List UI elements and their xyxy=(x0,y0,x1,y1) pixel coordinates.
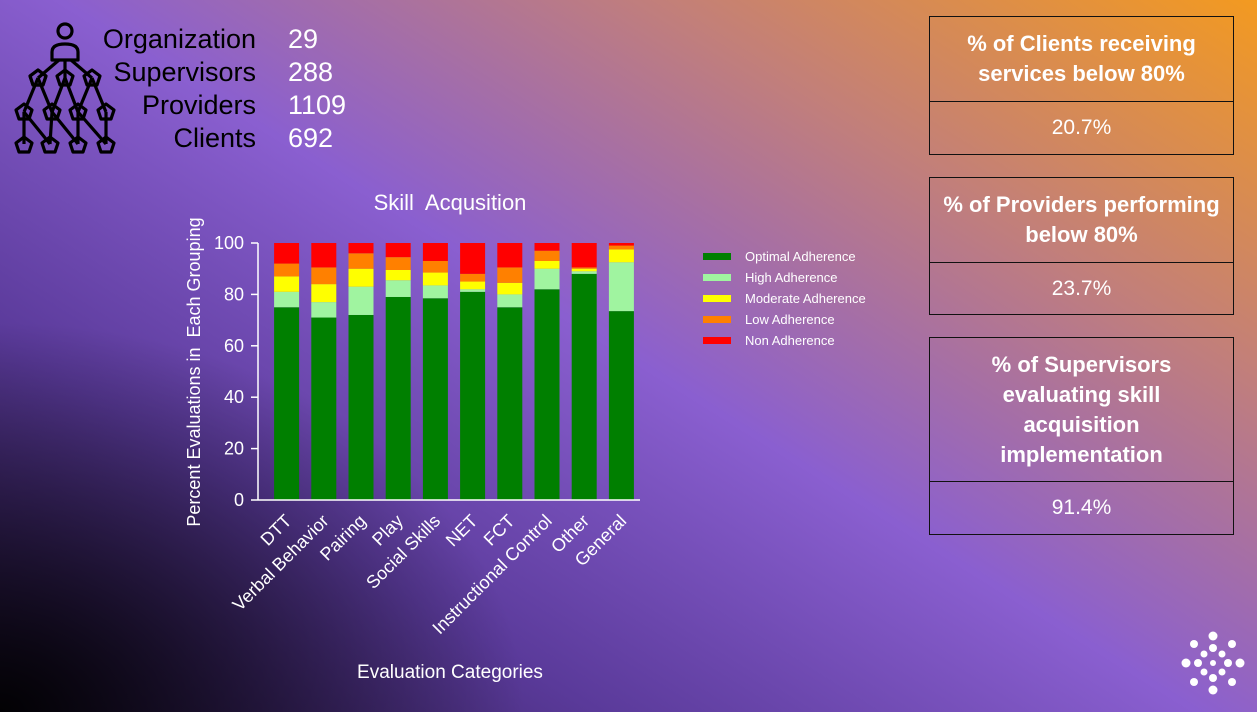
bar-segment xyxy=(274,276,300,292)
legend-label: Moderate Adherence xyxy=(745,291,866,306)
bar-segment xyxy=(497,307,523,500)
bar-segment xyxy=(385,296,411,500)
kpi-value: 91.4% xyxy=(1051,496,1112,519)
bar-segment xyxy=(348,253,374,269)
bar-segment xyxy=(497,243,523,268)
brand-logo-icon xyxy=(1178,628,1248,703)
x-axis-label: Evaluation Categories xyxy=(357,662,543,683)
stat-label-organization: Organization xyxy=(102,24,256,54)
bar-segment xyxy=(571,273,597,500)
bar-segment xyxy=(571,267,597,269)
legend-label: Optimal Adherence xyxy=(745,249,856,264)
bar-segment xyxy=(534,268,560,290)
bar-segment xyxy=(497,267,523,283)
stat-value-providers: 1109 xyxy=(288,90,347,120)
bar-segment xyxy=(348,286,374,315)
legend-swatch xyxy=(703,295,731,302)
bar-segment xyxy=(460,281,486,290)
legend-swatch xyxy=(703,337,731,344)
bar-segment xyxy=(274,263,300,277)
bar-segment xyxy=(534,243,560,251)
bar-segment xyxy=(571,243,597,268)
bar-segment xyxy=(608,243,634,246)
bar-segment xyxy=(348,243,374,254)
bar-segment xyxy=(460,273,486,282)
bar-segment xyxy=(608,311,634,500)
bar-segment xyxy=(385,280,411,297)
bar-segment xyxy=(348,268,374,287)
kpi-value: 23.7% xyxy=(1051,276,1112,300)
y-tick-label: 60 xyxy=(224,336,244,356)
bar-segment xyxy=(348,314,374,500)
bar-segment xyxy=(534,260,560,269)
bar-segment xyxy=(608,262,634,312)
bar-segment xyxy=(311,284,337,303)
bar-segment xyxy=(534,289,560,500)
kpi-clients-below-80: % of Clients receiving services below 80… xyxy=(929,16,1234,155)
bar-segment xyxy=(422,243,448,261)
y-axis-label: Percent Evaluations in Each Grouping xyxy=(184,217,204,526)
y-tick-label: 0 xyxy=(234,490,244,510)
bar-segment xyxy=(571,271,597,274)
chart-title: Skill Acqusition xyxy=(374,190,527,215)
y-tick-label: 20 xyxy=(224,439,244,459)
stat-value-organization: 29 xyxy=(288,24,319,54)
legend-label: Low Adherence xyxy=(745,312,835,327)
bar-segment xyxy=(460,243,486,274)
bar-segment xyxy=(460,291,486,500)
bar-segment xyxy=(497,294,523,308)
kpi-supervisors-evaluating: % of Supervisors evaluating skill acquis… xyxy=(929,337,1234,535)
stat-value-supervisors: 288 xyxy=(288,57,334,87)
organization-hierarchy-icon xyxy=(12,20,118,165)
legend-swatch xyxy=(703,316,731,323)
bar-segment xyxy=(385,243,411,258)
bar-segment xyxy=(311,243,337,268)
bar-segment xyxy=(422,285,448,299)
kpi-providers-below-80: % of Providers performing below 80% 23.7… xyxy=(929,177,1234,315)
legend-label: High Adherence xyxy=(745,270,838,285)
stat-label-clients: Clients xyxy=(173,123,256,153)
stat-label-providers: Providers xyxy=(141,90,256,120)
bar-segment xyxy=(385,269,411,281)
bar-segment xyxy=(385,257,411,270)
bar-segment xyxy=(534,250,560,261)
bar-segment xyxy=(311,317,337,500)
bar-segment xyxy=(422,272,448,286)
y-tick-label: 80 xyxy=(224,284,244,304)
kpi-title: % of Clients receiving services below 80… xyxy=(930,17,1233,102)
stat-label-supervisors: Supervisors xyxy=(113,57,256,87)
bar-segment xyxy=(274,291,300,308)
bar-segment xyxy=(497,282,523,295)
kpi-title: % of Providers performing below 80% xyxy=(930,178,1233,263)
y-tick-label: 40 xyxy=(224,387,244,407)
legend-swatch xyxy=(703,253,731,260)
bar-segment xyxy=(311,267,337,285)
y-tick-label: 100 xyxy=(214,233,244,253)
kpi-value: 20.7% xyxy=(1051,116,1112,139)
legend-label: Non Adherence xyxy=(745,333,835,348)
bar-segment xyxy=(608,249,634,263)
legend-swatch xyxy=(703,274,731,281)
bar-segment xyxy=(571,268,597,272)
bar-segment xyxy=(422,298,448,500)
bar-segment xyxy=(274,243,300,264)
bar-segment xyxy=(311,302,337,318)
bar-segment xyxy=(460,289,486,292)
x-tick-label: NET xyxy=(442,511,482,551)
kpi-title: % of Supervisors evaluating skill acquis… xyxy=(930,338,1233,482)
bar-segment xyxy=(422,260,448,273)
stat-value-clients: 692 xyxy=(288,123,334,153)
bar-segment xyxy=(608,245,634,250)
bar-segment xyxy=(274,307,300,500)
